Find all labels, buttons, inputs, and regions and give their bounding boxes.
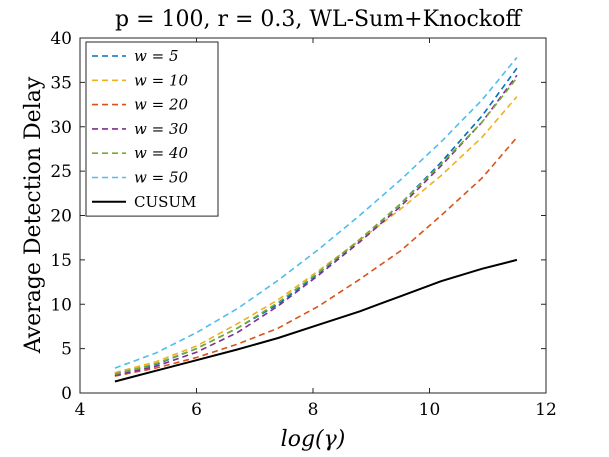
y-axis-label: Average Detection Delay	[21, 76, 46, 354]
y-tick-label: 15	[50, 251, 72, 271]
series-line-w-10	[114, 96, 518, 374]
series-line-w-30	[114, 74, 518, 377]
x-tick-label: 6	[191, 400, 202, 420]
legend-label: w = 30	[134, 120, 188, 138]
series-line-w-50	[114, 56, 518, 369]
chart-title: p = 100, r = 0.3, WL-Sum+Knockoff	[115, 7, 522, 32]
legend: w = 5 w = 10 w = 20 w = 30 w = 40 w = 50 CUSUM	[85, 41, 219, 217]
y-tick-label: 0	[61, 384, 72, 404]
y-tick-label: 20	[50, 207, 72, 227]
series-lines	[114, 56, 518, 383]
y-tick-label: 40	[50, 29, 72, 49]
x-tick-label: 8	[308, 400, 319, 420]
legend-label: w = 5	[134, 47, 179, 65]
axis-ticks: 4 6 8 10 12 0 5 10 15 20 25 30 35 40	[50, 29, 556, 420]
y-tick-label: 25	[50, 162, 72, 182]
x-axis-label: log(γ)	[281, 427, 346, 452]
y-tick-label: 10	[50, 295, 72, 315]
legend-label: CUSUM	[134, 193, 196, 211]
legend-label: w = 50	[134, 169, 188, 187]
legend-label: w = 20	[134, 96, 188, 114]
legend-label: w = 40	[134, 144, 188, 162]
y-tick-label: 30	[50, 118, 72, 138]
legend-label: w = 10	[134, 71, 188, 89]
x-tick-label: 10	[419, 400, 441, 420]
x-tick-label: 12	[535, 400, 557, 420]
y-tick-label: 5	[61, 340, 72, 360]
x-tick-label: 4	[75, 400, 86, 420]
y-tick-label: 35	[50, 73, 72, 93]
series-line-w-40	[114, 77, 518, 376]
series-line-cusum	[114, 258, 518, 383]
